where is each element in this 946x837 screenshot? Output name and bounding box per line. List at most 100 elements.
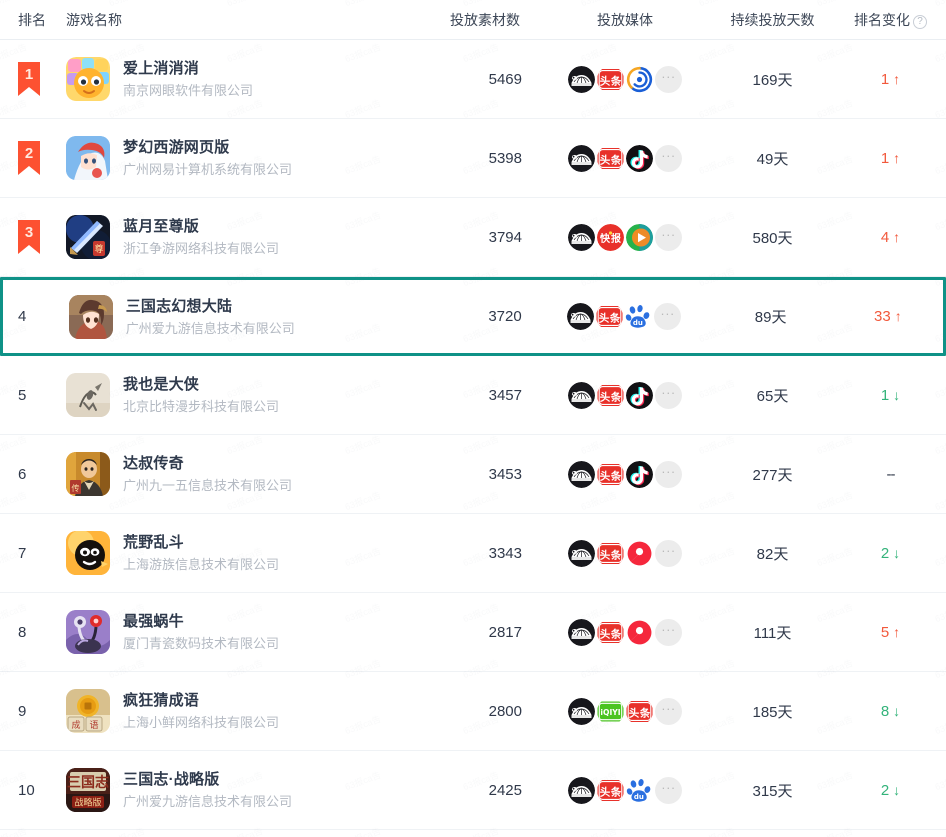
help-icon[interactable]: ?: [913, 14, 927, 29]
media-cell: 头 条 ···: [540, 539, 710, 567]
game-name[interactable]: 梦幻西游网页版: [123, 139, 230, 156]
table-row[interactable]: 4 三国志幻想大陆 广州爱九游信息技术有限公司 3720 头 条: [0, 277, 946, 356]
material-count-value: 2800: [488, 702, 522, 720]
arrow-up-icon: ↑: [893, 70, 901, 87]
material-count-value: 3794: [488, 228, 522, 246]
game-company: 南京网眼软件有限公司: [123, 83, 254, 98]
game-name[interactable]: 爱上消消消: [123, 60, 200, 77]
table-body: 1 爱上消消消 南京网眼软件有限公司 5469 头 条: [0, 40, 946, 830]
material-count-value: 3720: [488, 308, 522, 325]
game-name[interactable]: 三国志·战略版: [123, 771, 220, 788]
game-cell[interactable]: 成 语疯狂猜成语 上海小鲜网络科技有限公司: [60, 672, 430, 750]
svg-text:头: 头: [600, 785, 611, 798]
arrow-down-icon: ↓: [893, 544, 901, 561]
game-cell[interactable]: 尊 蓝月至尊版 浙江争游网络科技有限公司: [60, 198, 430, 276]
duration-days-value: 65天: [756, 387, 789, 405]
svg-text:头: 头: [600, 390, 611, 403]
game-text-block: 最强蜗牛 厦门青瓷数码技术有限公司: [123, 611, 279, 653]
duration-days-value: 315天: [752, 782, 793, 800]
game-cell[interactable]: 三国志 战略版 三国志·战略版 广州爱九游信息技术有限公司: [60, 751, 430, 829]
game-name[interactable]: 疯狂猜成语: [123, 692, 200, 709]
header-rank: 排名: [18, 11, 46, 28]
candy-match-icon: [66, 57, 110, 101]
anime-girl-icon: [68, 294, 113, 339]
table-row[interactable]: 2 梦幻西游网页版 广州网易计算机系统有限公司 5398 头 条 ··· 49天 1 ↑: [0, 119, 946, 198]
svg-text:头: 头: [600, 548, 611, 561]
game-company: 浙江争游网络科技有限公司: [123, 241, 280, 256]
rank-change-value: 1: [880, 386, 890, 404]
table-row[interactable]: 8 最强蜗牛 厦门青瓷数码技术有限公司 2817 头 条 ··· 111: [0, 593, 946, 672]
svg-text:iQIYI: iQIYI: [600, 708, 620, 717]
game-cell[interactable]: 三国志幻想大陆广州爱九游信息技术有限公司: [63, 280, 431, 353]
game-company: 北京比特漫步科技有限公司: [123, 399, 280, 414]
arrow-up-icon: ↑: [893, 228, 901, 245]
game-company: 广州网易计算机系统有限公司: [123, 162, 293, 177]
header-rank-change: 排名变化?: [835, 10, 946, 30]
more-icon[interactable]: ···: [655, 144, 682, 172]
more-icon[interactable]: ···: [655, 223, 682, 251]
svg-text:三国志: 三国志: [67, 774, 109, 791]
svg-text:条: 条: [610, 627, 622, 640]
pangolin-icon: [568, 381, 595, 409]
header-media: 投放媒体: [597, 11, 653, 28]
game-cell[interactable]: 爱上消消消南京网眼软件有限公司: [60, 40, 430, 118]
table-row[interactable]: 1 爱上消消消 南京网眼软件有限公司 5469 头 条: [0, 40, 946, 119]
game-name[interactable]: 最强蜗牛: [123, 613, 184, 630]
golden-man-icon: 传: [66, 452, 110, 496]
anime-hero-icon: [66, 136, 110, 180]
game-text-block: 我也是大侠北京比特漫步科技有限公司: [123, 374, 279, 416]
rank-change-cell: 2 ↓: [835, 545, 946, 562]
game-name[interactable]: 蓝月至尊版: [123, 218, 200, 235]
more-icon[interactable]: ···: [655, 697, 682, 725]
more-icon[interactable]: ···: [655, 776, 682, 804]
game-name[interactable]: 三国志幻想大陆: [125, 297, 233, 315]
table-row[interactable]: 5 我也是大侠 北京比特漫步科技有限公司 3457 头 条 ··· 65天 1 ↓: [0, 356, 946, 435]
game-name[interactable]: 我也是大侠: [123, 376, 200, 393]
rank-change-value: 4: [880, 228, 890, 246]
game-cell[interactable]: 荒野乱斗 上海游族信息技术有限公司: [60, 514, 430, 592]
game-name[interactable]: 达叔传奇: [123, 455, 184, 472]
game-text-block: 爱上消消消南京网眼软件有限公司: [123, 58, 253, 100]
more-icon[interactable]: ···: [655, 618, 682, 646]
header-duration-days: 持续投放天数: [730, 11, 815, 28]
rank-cell: 9: [0, 672, 60, 750]
rank-change-value: 2: [880, 781, 890, 799]
rank-number: 8: [18, 623, 27, 641]
table-row[interactable]: 10 三国志 战略版 三国志·战略版 广州爱九游信息技术有限公司 2425 头 条: [0, 751, 946, 830]
game-name[interactable]: 荒野乱斗: [123, 534, 184, 551]
toutiao-icon: 头 条: [597, 382, 624, 409]
pangolin-icon: [568, 618, 595, 646]
more-icon[interactable]: ···: [655, 539, 682, 567]
more-icon[interactable]: ···: [655, 381, 682, 409]
table-row[interactable]: 3 尊蓝月至尊版 浙江争游网络科技有限公司 3794 快 报 ··· 5: [0, 198, 946, 277]
game-cell[interactable]: 最强蜗牛 厦门青瓷数码技术有限公司: [60, 593, 430, 671]
game-cell[interactable]: 梦幻西游网页版广州网易计算机系统有限公司: [60, 119, 430, 197]
rank-change-value: 5: [880, 623, 890, 641]
rank-change-value: 1: [880, 70, 890, 88]
arrow-up-icon: ↑: [894, 308, 902, 324]
toutiao-icon: 头 条: [597, 777, 624, 804]
table-row[interactable]: 6 传 达叔传奇 广州九一五信息技术有限公司 3453 头 条: [0, 435, 946, 514]
svg-text:条: 条: [609, 312, 621, 325]
douyin-icon: [626, 460, 653, 488]
game-cell[interactable]: 传 达叔传奇 广州九一五信息技术有限公司: [60, 435, 430, 513]
table-row[interactable]: 7 荒野乱斗 上海游族信息技术有限公司 3343 头 条 ··· 82天: [0, 514, 946, 593]
rank-change-cell: 8 ↓: [835, 703, 946, 720]
pangolin-icon: [568, 776, 595, 804]
more-icon[interactable]: ···: [654, 303, 682, 330]
rank-number: 6: [18, 465, 27, 483]
material-count-value: 5469: [488, 70, 522, 88]
material-count-value: 3453: [488, 465, 522, 483]
table-row[interactable]: 9 成 语疯狂猜成语 上海小鲜网络科技有限公司 2800 iQIYI 头: [0, 672, 946, 751]
baidu-icon: du: [625, 303, 653, 330]
more-icon[interactable]: ···: [655, 460, 682, 488]
rank-cell: 4: [3, 280, 63, 353]
duration-days-value: 82天: [756, 545, 789, 563]
duration-days-value: 185天: [752, 703, 793, 721]
svg-text:战略版: 战略版: [74, 797, 101, 809]
rank-change-cell: 5 ↑: [835, 624, 946, 641]
game-cell[interactable]: 我也是大侠北京比特漫步科技有限公司: [60, 356, 430, 434]
more-icon[interactable]: ···: [655, 65, 682, 93]
game-company: 广州爱九游信息技术有限公司: [125, 320, 295, 336]
